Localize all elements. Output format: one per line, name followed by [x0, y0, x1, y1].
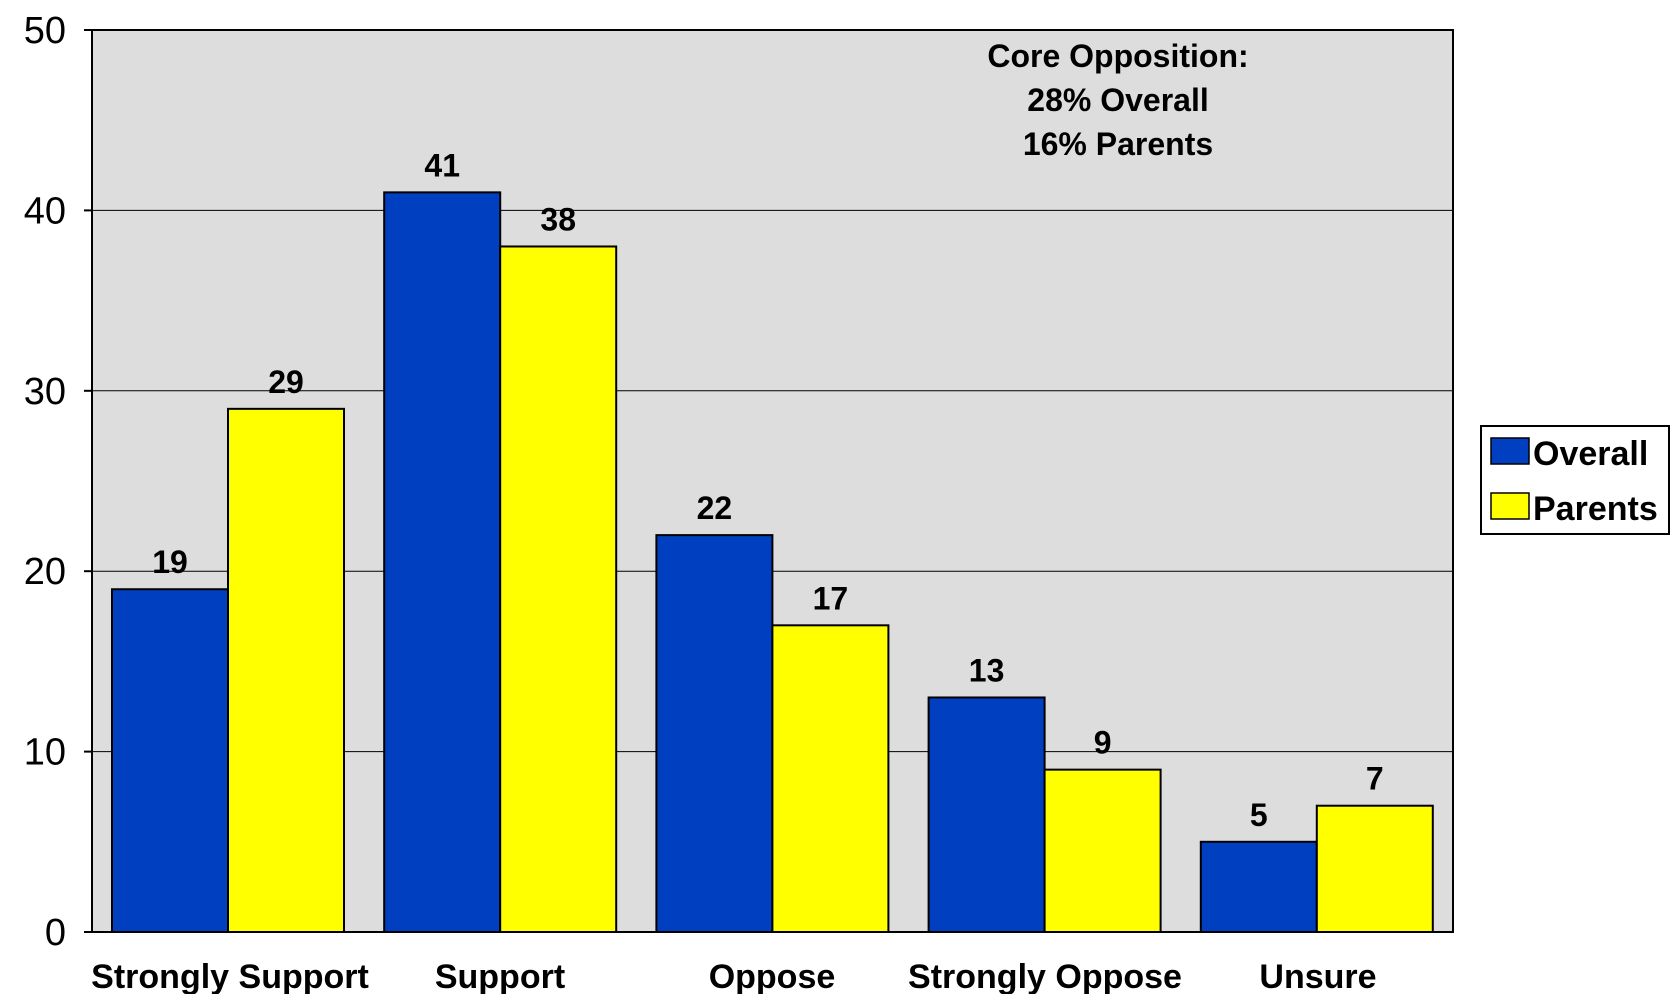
data-label: 19 — [152, 544, 188, 580]
legend: Overall Parents — [1480, 425, 1670, 535]
data-label: 5 — [1250, 797, 1268, 833]
data-label: 38 — [540, 201, 576, 237]
y-tick-label: 20 — [24, 551, 66, 593]
category-label: Support — [435, 958, 565, 994]
bar-overall-oppose — [655, 534, 774, 933]
bar-overall-strongly-oppose — [927, 696, 1046, 933]
bar-overall-support — [383, 191, 502, 934]
legend-swatch-parents — [1490, 492, 1530, 520]
y-axis-ticks: 0 10 20 30 40 50 — [24, 10, 92, 954]
bar-overall-strongly-support — [111, 588, 229, 933]
data-label: 17 — [813, 580, 849, 616]
category-labels: Strongly Support Support Oppose Strongly Op… — [91, 958, 1376, 994]
annotation: Core Opposition: 28% Overall 16% Parents — [987, 38, 1248, 162]
bar-overall-unsure — [1199, 840, 1318, 933]
data-labels: 19 29 41 38 22 17 13 9 5 7 — [152, 147, 1383, 832]
y-tick-label: 30 — [24, 371, 66, 413]
legend-label-overall: Overall — [1533, 435, 1648, 473]
category-label: Strongly Oppose — [908, 958, 1182, 994]
category-label: Oppose — [709, 958, 836, 994]
legend-label-parents: Parents — [1533, 490, 1658, 528]
category-label: Strongly Support — [91, 958, 369, 994]
data-label: 41 — [424, 147, 460, 183]
data-label: 13 — [969, 652, 1005, 688]
annotation-line-2: 28% Overall — [1027, 82, 1208, 118]
legend-swatch-overall — [1490, 437, 1530, 465]
y-tick-label: 40 — [24, 190, 66, 232]
bars — [111, 191, 1434, 934]
bar-parents-oppose — [771, 624, 890, 933]
data-label: 9 — [1094, 725, 1112, 761]
y-tick-label: 50 — [24, 10, 66, 52]
annotation-line-3: 16% Parents — [1023, 126, 1213, 162]
y-tick-label: 10 — [24, 732, 66, 774]
data-label: 29 — [268, 364, 304, 400]
bar-parents-strongly-oppose — [1043, 768, 1162, 934]
bar-parents-support — [499, 245, 618, 934]
category-label: Unsure — [1259, 958, 1376, 994]
bar-parents-unsure — [1315, 804, 1434, 933]
annotation-line-1: Core Opposition: — [987, 38, 1248, 74]
data-label: 22 — [697, 490, 733, 526]
y-tick-label: 0 — [45, 912, 66, 954]
bar-parents-strongly-support — [227, 407, 345, 933]
data-label: 7 — [1366, 761, 1384, 797]
